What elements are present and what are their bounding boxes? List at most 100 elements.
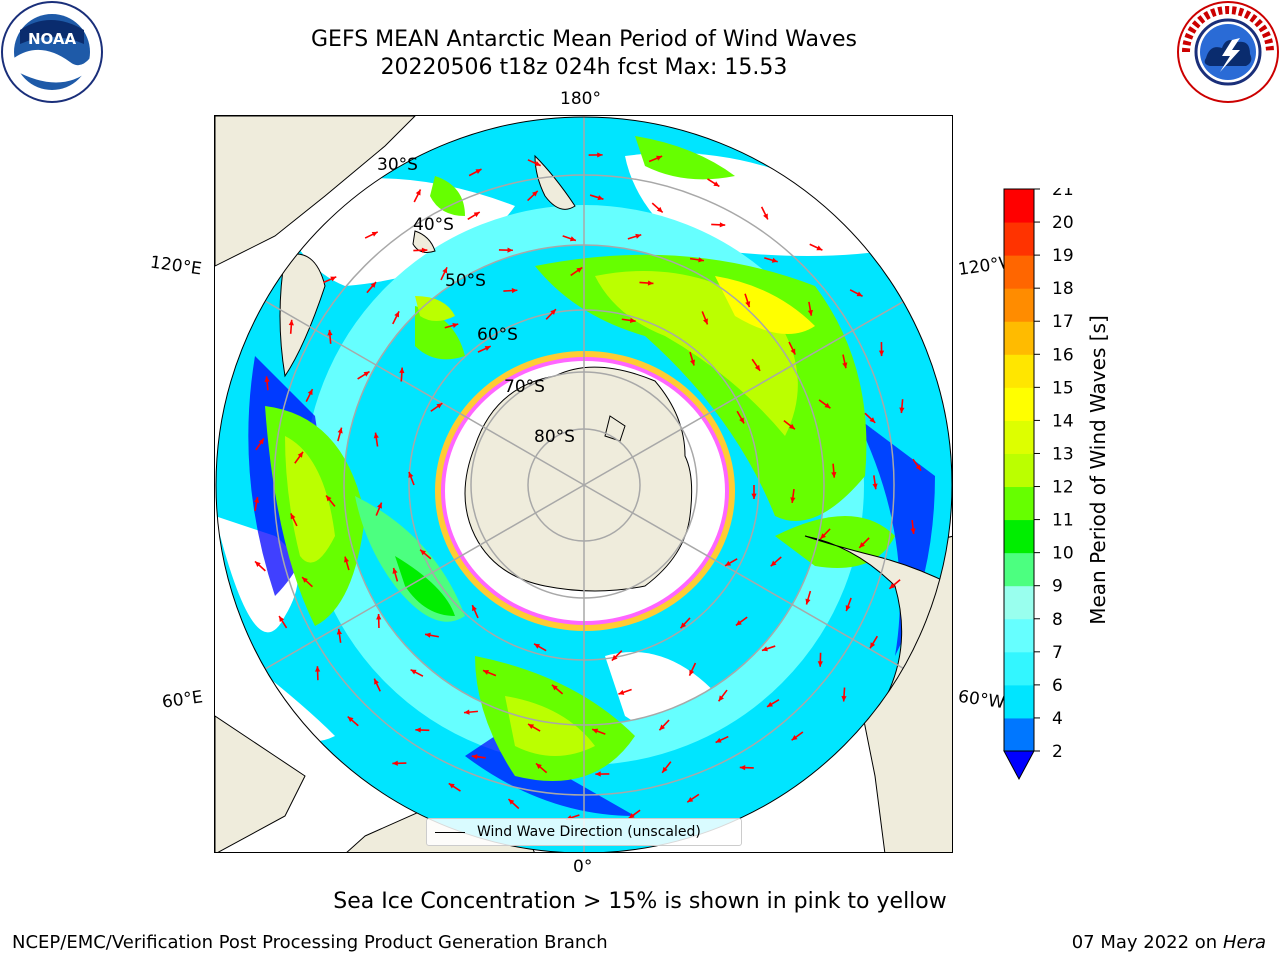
wave-arrow-head — [534, 160, 541, 166]
map-panel: 30°S 40°S 50°S 60°S 70°S 80°S — [214, 115, 953, 853]
wave-arrow-head — [370, 282, 377, 288]
wave-arrow-head — [611, 654, 618, 661]
wave-arrow-head — [399, 367, 405, 374]
wave-arrow-head — [689, 669, 695, 676]
wave-arrow-head — [511, 287, 518, 294]
wave-arrow-head — [534, 643, 541, 649]
wave-arrow-head — [536, 763, 542, 769]
wave-arrow-head — [314, 666, 321, 672]
wave-arrow-head — [751, 493, 757, 499]
colorbar-tick-label: 7 — [1052, 643, 1063, 663]
wave-arrow-head — [482, 669, 489, 675]
wave-arrow-head — [662, 766, 668, 773]
wave-arrow-head — [371, 231, 378, 237]
credit-text: NCEP/EMC/Verification Post Processing Pr… — [12, 932, 608, 953]
wave-arrow-head — [327, 329, 333, 336]
legend-label: Wind Wave Direction (unscaled) — [477, 824, 701, 840]
colorbar-tick-label: 17 — [1052, 312, 1074, 332]
colorbar-tick-label: 12 — [1052, 478, 1074, 498]
wave-arrow-head — [373, 432, 379, 439]
colorbar-band — [1004, 288, 1034, 322]
colorbar-band — [1004, 684, 1034, 719]
wave-arrow-head — [628, 813, 635, 819]
wave-arrow-head — [392, 567, 398, 574]
colorbar-band — [1004, 387, 1034, 421]
wave-arrow-head — [770, 560, 777, 567]
wave-arrow-head — [647, 280, 654, 286]
wave-arrow-head — [659, 724, 666, 731]
wave-arrow-head — [410, 669, 417, 675]
colorbar-band — [1004, 354, 1034, 388]
colorbar-band — [1004, 321, 1034, 355]
colorbar-band — [1004, 651, 1034, 686]
wave-arrow-head — [288, 319, 294, 326]
wave-arrow-head — [442, 267, 448, 274]
lat-label-60s: 60°S — [477, 325, 518, 345]
wave-arrow-head — [528, 724, 535, 730]
wave-arrow-head — [473, 212, 480, 218]
wave-arrow-head — [859, 542, 865, 548]
wave-arrow-head — [448, 783, 455, 789]
wave-arrow-head — [824, 402, 831, 409]
wave-arrow-head — [374, 678, 379, 685]
nws-logo-icon — [1177, 1, 1279, 103]
wave-arrow-head — [791, 734, 798, 741]
host-name: Hera — [1222, 932, 1266, 953]
wave-arrow-head — [408, 471, 414, 478]
colorbar-tick-label: 15 — [1052, 378, 1074, 398]
colorbar-band — [1004, 585, 1034, 620]
wave-arrow-head — [718, 695, 724, 702]
colorbar-tick-label: 21 — [1052, 188, 1074, 200]
wave-arrow-head — [377, 502, 382, 509]
colorbar-band — [1004, 552, 1034, 587]
colorbar: 2 4 6 7 8 9 10 11 12 13 14 15 16 17 18 19 20 21 — [1003, 188, 1074, 781]
colorbar-outline — [1003, 188, 1035, 752]
wave-arrow-head — [807, 309, 813, 316]
chart-subtitle: 20220506 t18z 024h fcst Max: 15.53 — [380, 55, 788, 80]
noaa-logo-icon: NOAA — [1, 1, 103, 103]
wave-arrow-head — [376, 614, 382, 620]
wave-arrow-head — [910, 528, 916, 534]
colorbar-tick-label: 13 — [1052, 444, 1074, 464]
colorbar-tick-label: 9 — [1052, 577, 1063, 597]
wave-arrow-head — [719, 222, 726, 228]
wave-arrow-head — [415, 727, 421, 733]
wave-arrow-head — [754, 364, 761, 371]
wave-arrow-head — [290, 513, 296, 520]
colorbar-band — [1004, 519, 1034, 554]
wave-arrow-head — [618, 689, 625, 695]
lon-label-60w: 60°W — [956, 686, 1007, 714]
lat-label-30s: 30°S — [377, 155, 418, 175]
wave-arrow-head — [264, 376, 270, 382]
colorbar-band — [1004, 618, 1034, 653]
lon-label-120e: 120°E — [148, 252, 203, 280]
wave-arrow-head — [656, 155, 663, 161]
wave-arrow-head — [595, 771, 601, 777]
wave-arrow-head — [347, 716, 354, 723]
colorbar-band — [1004, 486, 1034, 521]
wave-arrow-head — [690, 359, 696, 366]
wave-arrow-head — [739, 417, 745, 424]
wave-arrow-head — [870, 642, 876, 649]
colorbar-tick-label: 19 — [1052, 246, 1074, 266]
colorbar-band — [1004, 717, 1034, 752]
wave-arrow-head — [763, 213, 768, 220]
colorbar-band — [1004, 222, 1034, 256]
colorbar-tick-label: 4 — [1052, 709, 1063, 729]
wave-arrow-head — [507, 247, 513, 253]
wave-arrow-head — [337, 427, 343, 434]
wave-arrow-head — [254, 497, 260, 503]
wave-arrow-head — [551, 684, 558, 691]
colorbar-band — [1004, 453, 1034, 488]
colorbar-ticks: 2 4 6 7 8 9 10 11 12 13 14 15 16 17 18 19 20 21 — [1034, 188, 1074, 762]
wave-arrow-head — [805, 598, 811, 605]
colorbar-tick-label: 2 — [1052, 742, 1063, 762]
sea-ice-note: Sea Ice Concentration > 15% is shown in … — [333, 889, 947, 914]
wave-arrow-head — [739, 765, 746, 771]
wind-wave-vectors — [254, 152, 922, 821]
colorbar-tick-label: 6 — [1052, 676, 1063, 696]
wave-arrow-head — [420, 549, 426, 556]
wave-arrow-head — [816, 245, 823, 251]
wave-arrow-head — [735, 620, 742, 626]
legend-line-swatch — [435, 832, 465, 833]
